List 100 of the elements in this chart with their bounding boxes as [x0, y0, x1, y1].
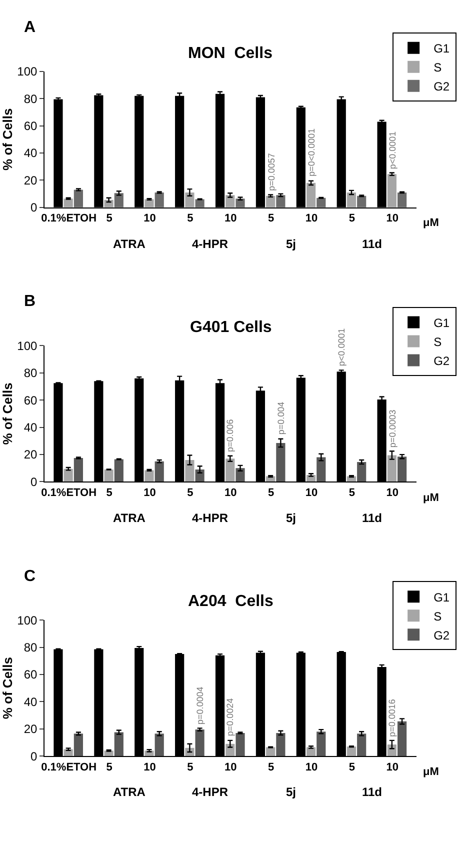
bar [276, 732, 286, 756]
chart-title: MON Cells [188, 45, 273, 62]
x-tick-label: 10 [305, 486, 318, 499]
y-tick-label: 80 [24, 366, 38, 380]
bar [346, 746, 356, 756]
legend-label: G2 [434, 628, 450, 642]
annotation: p=0.0016 [386, 699, 397, 737]
bar [226, 458, 235, 482]
bar [236, 468, 245, 482]
legend-label: G2 [434, 80, 450, 94]
y-tick-label: 0 [30, 200, 38, 215]
text: μM [423, 766, 439, 778]
y-tick-label: 40 [24, 694, 38, 709]
text: ATRA [113, 785, 146, 799]
text: 4-HPR [192, 511, 228, 525]
x-tick-label: 5 [348, 212, 356, 225]
x-tick-label: 5 [268, 486, 274, 499]
bar [276, 195, 286, 208]
y-tick-label: 100 [17, 613, 38, 628]
text: 11d [362, 237, 382, 251]
annotation: p<0.0001 [388, 131, 398, 170]
y-tick-label: 60 [24, 393, 38, 408]
bar [236, 732, 245, 756]
x-tick-label: 0.1%ETOH [41, 761, 97, 774]
x-tick-label: 0.1%ETOH [41, 212, 97, 225]
legend-label: S [434, 60, 442, 75]
x-tick-label: 5 [348, 761, 356, 774]
bar [114, 732, 124, 756]
annotation: p=0.004 [276, 402, 286, 435]
chart-title: G401 Cells [190, 319, 272, 336]
x-tick-label: 5 [187, 486, 194, 499]
x-tick-label: 10 [305, 761, 318, 774]
text: A [24, 19, 36, 36]
bar [154, 192, 164, 208]
x-tick-label: 5 [106, 212, 112, 225]
bar [144, 470, 154, 482]
x-tick-label: 5 [106, 761, 112, 774]
annotation: p<0.0001 [336, 328, 347, 366]
x-tick-label: 10 [386, 212, 399, 225]
y-axis-title: % of Cells [0, 657, 15, 720]
bar [154, 734, 164, 756]
bar [266, 747, 276, 756]
chart-title: A204 Cells [188, 593, 274, 610]
y-tick-label: 20 [24, 173, 38, 188]
annotation: p=0.0003 [387, 410, 398, 448]
x-tick-label: 10 [386, 486, 399, 499]
text: 4-HPR [192, 785, 228, 799]
y-tick-label: 100 [17, 64, 38, 79]
y-tick-label: 80 [24, 640, 38, 654]
text: 11d [362, 785, 382, 799]
bar [114, 459, 124, 482]
legend-label: S [434, 609, 442, 624]
x-tick-label: 5 [187, 212, 194, 225]
y-axis-title: % of Cells [0, 382, 15, 445]
bar [387, 455, 396, 482]
text: 5j [286, 785, 296, 799]
x-tick-label: 10 [144, 212, 156, 225]
bar [195, 730, 204, 756]
y-tick-label: 40 [24, 146, 38, 160]
x-tick-label: 5 [268, 212, 274, 225]
x-tick-label: 0.1%ETOH [41, 486, 97, 499]
legend-label: G1 [434, 316, 450, 330]
bar [74, 190, 84, 208]
x-tick-label: 10 [144, 486, 156, 499]
text: 5j [286, 237, 296, 251]
bar [104, 470, 114, 482]
y-tick-label: 80 [24, 92, 38, 106]
y-tick-label: 100 [17, 338, 38, 353]
y-tick-label: 60 [24, 118, 38, 133]
bar [114, 193, 124, 208]
x-tick-label: 5 [348, 486, 356, 499]
bar [306, 182, 316, 208]
text: 4-HPR [192, 237, 228, 251]
x-tick-label: 10 [224, 486, 237, 499]
annotation: p=0.0057 [266, 153, 276, 191]
bar [357, 462, 366, 482]
bar [74, 734, 84, 756]
bar [185, 460, 194, 482]
legend-label: S [434, 334, 442, 349]
bar [397, 456, 407, 482]
annotation: p=0.0024 [225, 698, 236, 736]
bar [316, 457, 326, 482]
bar [387, 744, 396, 756]
x-tick-label: 10 [224, 212, 237, 225]
bar [346, 192, 356, 208]
x-tick-label: 5 [106, 486, 112, 499]
annotation: p=0.006 [225, 419, 236, 452]
x-tick-label: 10 [305, 212, 318, 225]
bar [387, 174, 396, 208]
bar [397, 721, 407, 756]
x-tick-label: 10 [386, 761, 399, 774]
y-tick-label: 40 [24, 420, 38, 435]
bar [154, 461, 164, 482]
text: μM [423, 492, 439, 504]
bar [397, 192, 407, 208]
text: B [24, 293, 36, 310]
annotation: p=0.0004 [195, 686, 206, 724]
bar [74, 458, 84, 482]
y-axis-title: % of Cells [0, 108, 15, 170]
text: μM [423, 217, 439, 229]
